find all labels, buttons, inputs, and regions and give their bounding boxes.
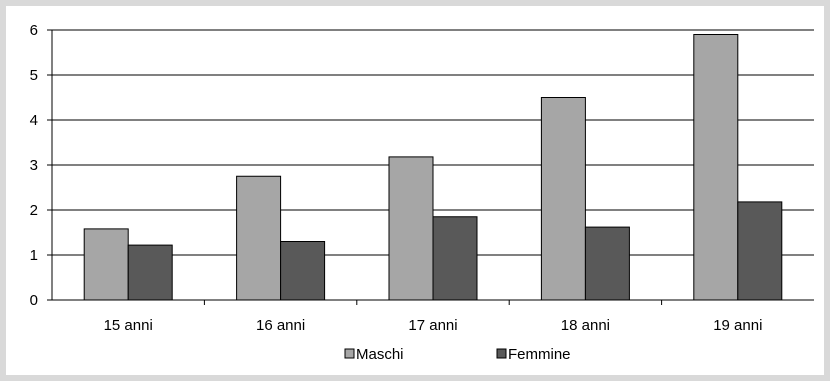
y-tick-label: 2 [30, 202, 38, 219]
bar-maschi-1 [83, 228, 129, 301]
chart-frame: 0 1 2 3 4 5 6 15 anni 16 anni 17 anni 18 anni 19 a… [6, 6, 824, 375]
bar-maschi-5 [693, 34, 739, 301]
bars [83, 34, 783, 301]
x-tick-label: 17 anni [408, 317, 457, 334]
y-tick-label: 1 [30, 247, 38, 264]
legend-swatch-femmine [496, 348, 507, 359]
bar-chart: 0 1 2 3 4 5 6 15 anni 16 anni 17 anni 18 anni 19 a… [30, 22, 814, 363]
x-tick-labels: 15 anni 16 anni 17 anni 18 anni 19 anni [104, 317, 763, 334]
bar-maschi-4 [540, 97, 586, 301]
bar-maschi-2 [236, 175, 282, 301]
bar-femmine-1 [127, 244, 173, 301]
y-tick-label: 4 [30, 112, 38, 129]
legend-label-maschi: Maschi [356, 346, 404, 363]
x-tick-label: 15 anni [104, 317, 153, 334]
y-tick-label: 5 [30, 67, 38, 84]
axes [47, 29, 814, 305]
legend-swatch-maschi [344, 348, 355, 359]
x-tick-label: 16 anni [256, 317, 305, 334]
bar-femmine-5 [737, 201, 783, 301]
legend-label-femmine: Femmine [508, 346, 571, 363]
bar-femmine-2 [280, 241, 326, 301]
y-tick-label: 0 [30, 292, 38, 309]
bar-femmine-3 [432, 216, 478, 301]
y-tick-label: 3 [30, 157, 38, 174]
x-tick-label: 18 anni [561, 317, 610, 334]
legend: Maschi Femmine [344, 346, 571, 363]
bar-maschi-3 [388, 156, 434, 301]
bar-femmine-4 [584, 226, 630, 301]
y-tick-labels: 0 1 2 3 4 5 6 [30, 22, 38, 309]
y-tick-label: 6 [30, 22, 38, 39]
x-tick-label: 19 anni [713, 317, 762, 334]
